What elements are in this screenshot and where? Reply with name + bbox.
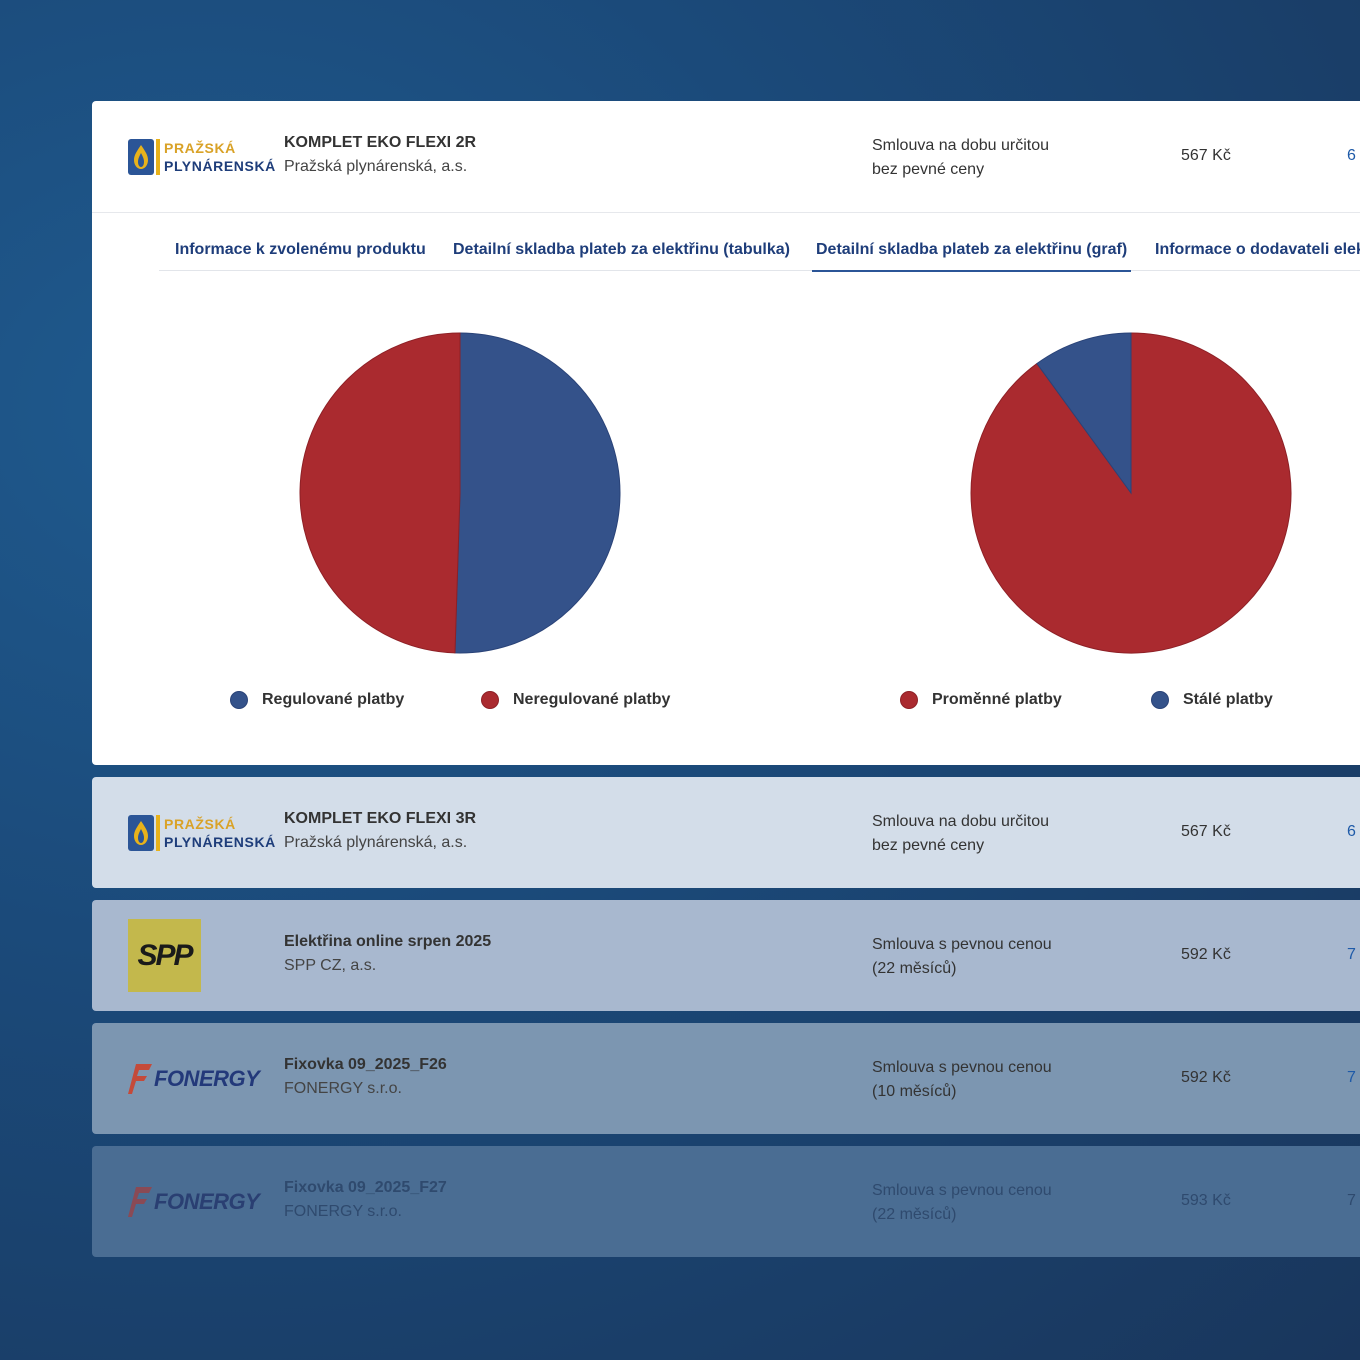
legend-item-variable: Proměnné platby (900, 691, 1062, 709)
offer-card[interactable]: FONERGY Fixovka 09_2025_F27 FONERGY s.r.… (92, 1146, 1360, 1257)
contract-line1: Smlouva na dobu určitou (872, 813, 1049, 830)
pie-chart-variable (970, 332, 1292, 654)
contract-line1: Smlouva s pevnou cenou (872, 1182, 1052, 1199)
product-name: Fixovka 09_2025_F26 (284, 1056, 447, 1073)
legend-label: Neregulované platby (513, 691, 671, 708)
contract-type: Smlouva na dobu určitou bez pevné ceny (872, 810, 1049, 858)
legend-item-regulated: Regulované platby (230, 691, 404, 709)
flame-icon (134, 144, 148, 169)
contract-type: Smlouva na dobu určitou bez pevné ceny (872, 134, 1049, 182)
pie-slice-1[interactable] (454, 332, 621, 654)
offer-row-expanded[interactable]: PRAŽSKÁ PLYNÁRENSKÁ KOMPLET EKO FLEXI 2R… (92, 101, 1360, 213)
logo-line1: PRAŽSKÁ (164, 139, 236, 156)
pie-chart-regulated (299, 332, 621, 654)
contract-line2: (22 měsíců) (872, 960, 957, 977)
fonergy-logo-text: FONERGY (154, 1188, 260, 1214)
detail-tabs: Informace k zvolenému produktu Detailní … (159, 213, 1360, 272)
product-company: FONERGY s.r.o. (284, 1203, 402, 1220)
contract-line2: (22 měsíců) (872, 1206, 957, 1223)
logo-line2: PLYNÁRENSKÁ (164, 833, 276, 850)
contract-line1: Smlouva na dobu určitou (872, 137, 1049, 154)
fonergy-mark-icon (128, 1186, 152, 1217)
contract-type: Smlouva s pevnou cenou (10 měsíců) (872, 1056, 1052, 1104)
more-value[interactable]: 6 (1347, 147, 1356, 164)
offer-row[interactable]: PRAŽSKÁ PLYNÁRENSKÁ KOMPLET EKO FLEXI 3R… (92, 777, 1360, 888)
spp-logo-text: SPP (137, 938, 193, 972)
product-company: Pražská plynárenská, a.s. (284, 834, 468, 851)
legend-dot-red (481, 691, 499, 709)
offer-card[interactable]: SPP Elektřina online srpen 2025 SPP CZ, … (92, 900, 1360, 1011)
legend-label: Regulované platby (262, 691, 405, 708)
prazska-plynarenska-logo: PRAŽSKÁ PLYNÁRENSKÁ (128, 777, 276, 888)
product-company: SPP CZ, a.s. (284, 957, 377, 974)
product-name: Fixovka 09_2025_F27 (284, 1179, 447, 1196)
product-name: KOMPLET EKO FLEXI 3R (284, 810, 477, 827)
legend-dot-blue (230, 691, 248, 709)
offer-row[interactable]: FONERGY Fixovka 09_2025_F27 FONERGY s.r.… (92, 1146, 1360, 1257)
product-name: Elektřina online srpen 2025 (284, 933, 492, 950)
contract-type: Smlouva s pevnou cenou (22 měsíců) (872, 1179, 1052, 1227)
legend-label: Stálé platby (1183, 691, 1273, 708)
contract-line2: bez pevné ceny (872, 161, 985, 178)
offer-row[interactable]: FONERGY Fixovka 09_2025_F26 FONERGY s.r.… (92, 1023, 1360, 1134)
price: 592 Kč (1181, 946, 1231, 963)
price: 567 Kč (1181, 823, 1231, 840)
price: 567 Kč (1181, 147, 1231, 164)
price: 593 Kč (1181, 1192, 1231, 1209)
contract-line2: (10 měsíců) (872, 1083, 957, 1100)
legend-label: Proměnné platby (932, 691, 1062, 708)
offer-card[interactable]: PRAŽSKÁ PLYNÁRENSKÁ KOMPLET EKO FLEXI 3R… (92, 777, 1360, 888)
product-company: Pražská plynárenská, a.s. (284, 158, 468, 175)
more-value[interactable]: 7 (1347, 946, 1356, 963)
contract-line1: Smlouva s pevnou cenou (872, 936, 1052, 953)
pie-slice-2[interactable] (1036, 332, 1132, 495)
tab-product-info[interactable]: Informace k zvolenému produktu (175, 241, 426, 258)
offer-row[interactable]: SPP Elektřina online srpen 2025 SPP CZ, … (92, 900, 1360, 1011)
tab-payment-chart[interactable]: Detailní skladba plateb za elektřinu (gr… (811, 241, 1132, 272)
fonergy-logo: FONERGY (128, 1023, 260, 1134)
more-value[interactable]: 7 (1347, 1192, 1356, 1209)
pie-slice-2[interactable] (299, 332, 461, 654)
product-name: KOMPLET EKO FLEXI 2R (284, 134, 477, 151)
legend-item-fixed: Stálé platby (1151, 691, 1273, 709)
tab-payment-table[interactable]: Detailní skladba plateb za elektřinu (ta… (453, 241, 790, 258)
contract-line2: bez pevné ceny (872, 837, 985, 854)
legend-dot-red (900, 691, 918, 709)
logo-line2: PLYNÁRENSKÁ (164, 157, 276, 174)
expanded-offer-card: PRAŽSKÁ PLYNÁRENSKÁ KOMPLET EKO FLEXI 2R… (92, 101, 1360, 765)
logo-line1: PRAŽSKÁ (164, 815, 236, 832)
product-company: FONERGY s.r.o. (284, 1080, 402, 1097)
price: 592 Kč (1181, 1069, 1231, 1086)
more-value[interactable]: 7 (1347, 1069, 1356, 1086)
fonergy-logo: FONERGY (128, 1146, 260, 1257)
tab-supplier-info[interactable]: Informace o dodavateli elekt (1155, 241, 1360, 258)
contract-line1: Smlouva s pevnou cenou (872, 1059, 1052, 1076)
legend-item-unregulated: Neregulované platby (481, 691, 670, 709)
spp-logo: SPP (128, 900, 201, 1011)
flame-icon (134, 820, 148, 845)
fonergy-logo-text: FONERGY (154, 1065, 260, 1091)
more-value[interactable]: 6 (1347, 823, 1356, 840)
fonergy-mark-icon (128, 1063, 152, 1094)
contract-type: Smlouva s pevnou cenou (22 měsíců) (872, 933, 1052, 981)
offer-card[interactable]: FONERGY Fixovka 09_2025_F26 FONERGY s.r.… (92, 1023, 1360, 1134)
legend-dot-blue (1151, 691, 1169, 709)
prazska-plynarenska-logo: PRAŽSKÁ PLYNÁRENSKÁ (128, 101, 276, 212)
